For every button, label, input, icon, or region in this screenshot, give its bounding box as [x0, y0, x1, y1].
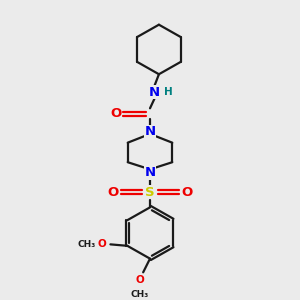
Text: S: S	[145, 186, 155, 199]
Text: N: N	[144, 166, 156, 179]
Text: N: N	[149, 86, 160, 99]
Text: CH₃: CH₃	[77, 240, 96, 249]
Text: O: O	[110, 107, 122, 120]
Text: O: O	[98, 239, 106, 249]
Text: O: O	[135, 275, 144, 286]
Text: N: N	[144, 125, 156, 138]
Text: O: O	[182, 186, 193, 199]
Text: H: H	[164, 87, 173, 97]
Text: CH₃: CH₃	[130, 290, 149, 299]
Text: O: O	[107, 186, 118, 199]
